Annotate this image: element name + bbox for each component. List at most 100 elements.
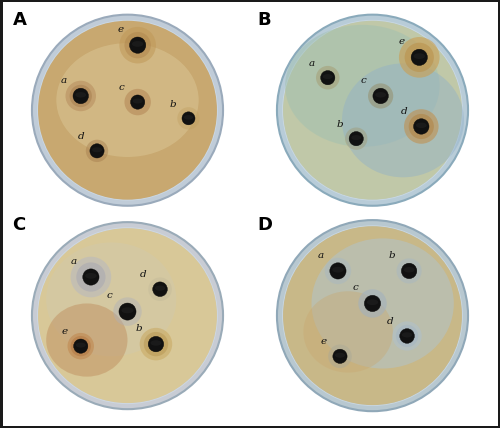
Ellipse shape (364, 295, 380, 312)
Ellipse shape (342, 63, 464, 177)
Ellipse shape (70, 336, 91, 356)
Ellipse shape (66, 81, 96, 111)
Ellipse shape (277, 15, 468, 206)
Text: d: d (140, 270, 147, 279)
Text: a: a (318, 251, 324, 260)
Text: e: e (118, 25, 124, 34)
Ellipse shape (32, 222, 223, 409)
Ellipse shape (32, 15, 223, 206)
Ellipse shape (155, 285, 165, 291)
Ellipse shape (85, 273, 96, 279)
Ellipse shape (408, 114, 434, 139)
Ellipse shape (332, 267, 344, 273)
Ellipse shape (416, 122, 426, 128)
Ellipse shape (396, 325, 418, 347)
Ellipse shape (68, 333, 94, 360)
Text: b: b (336, 119, 344, 128)
Ellipse shape (312, 238, 454, 369)
Ellipse shape (76, 92, 86, 98)
Text: c: c (361, 76, 366, 85)
Ellipse shape (373, 88, 388, 104)
Ellipse shape (368, 83, 393, 109)
Ellipse shape (114, 297, 141, 326)
Ellipse shape (178, 107, 200, 130)
Ellipse shape (76, 262, 106, 291)
Ellipse shape (367, 300, 378, 305)
Ellipse shape (46, 242, 176, 356)
Ellipse shape (349, 131, 364, 146)
Ellipse shape (411, 49, 428, 65)
Ellipse shape (92, 147, 102, 152)
Ellipse shape (404, 267, 414, 273)
Ellipse shape (144, 332, 168, 356)
Ellipse shape (132, 41, 143, 47)
Text: C: C (12, 216, 26, 234)
Ellipse shape (148, 336, 164, 352)
Ellipse shape (323, 74, 333, 79)
Text: d: d (401, 107, 407, 116)
Text: b: b (136, 324, 142, 333)
Text: c: c (118, 83, 124, 92)
Ellipse shape (73, 88, 88, 104)
Ellipse shape (86, 140, 108, 162)
Text: B: B (258, 11, 271, 29)
Text: A: A (12, 11, 26, 29)
Text: e: e (62, 327, 68, 336)
Text: d: d (78, 132, 84, 141)
Ellipse shape (38, 228, 217, 403)
Ellipse shape (182, 112, 195, 125)
Ellipse shape (140, 328, 172, 360)
Ellipse shape (400, 329, 414, 343)
Ellipse shape (345, 128, 368, 150)
Ellipse shape (124, 89, 151, 115)
Ellipse shape (120, 27, 156, 63)
Ellipse shape (402, 332, 412, 337)
Text: b: b (389, 251, 396, 260)
Ellipse shape (396, 259, 421, 283)
Ellipse shape (283, 226, 462, 405)
Ellipse shape (152, 282, 168, 297)
Ellipse shape (282, 226, 463, 405)
Text: a: a (70, 257, 76, 266)
Text: a: a (61, 76, 67, 85)
Ellipse shape (358, 289, 386, 318)
Ellipse shape (399, 37, 440, 78)
Ellipse shape (333, 349, 347, 363)
Ellipse shape (328, 345, 352, 368)
Ellipse shape (285, 25, 440, 147)
Ellipse shape (283, 21, 462, 199)
Ellipse shape (83, 269, 99, 285)
Ellipse shape (282, 21, 463, 200)
Text: e: e (399, 37, 405, 46)
Ellipse shape (324, 258, 351, 284)
Ellipse shape (130, 95, 145, 109)
Ellipse shape (330, 263, 346, 279)
Ellipse shape (76, 342, 86, 348)
Ellipse shape (90, 144, 104, 158)
Text: D: D (258, 216, 272, 234)
Ellipse shape (74, 339, 88, 353)
Ellipse shape (277, 220, 468, 411)
Ellipse shape (122, 307, 134, 313)
Ellipse shape (38, 228, 218, 404)
Text: e: e (320, 337, 327, 346)
Ellipse shape (119, 303, 136, 320)
Ellipse shape (304, 291, 393, 372)
Ellipse shape (392, 321, 422, 351)
Ellipse shape (70, 85, 92, 107)
Text: a: a (308, 59, 314, 68)
Ellipse shape (316, 66, 340, 89)
Ellipse shape (132, 98, 142, 104)
Ellipse shape (46, 303, 128, 377)
Ellipse shape (150, 340, 162, 346)
Ellipse shape (70, 257, 111, 297)
Ellipse shape (404, 43, 434, 72)
Ellipse shape (124, 32, 151, 58)
Ellipse shape (56, 43, 199, 157)
Ellipse shape (414, 119, 429, 134)
Text: c: c (352, 283, 358, 292)
Ellipse shape (38, 21, 217, 199)
Ellipse shape (320, 71, 335, 85)
Ellipse shape (402, 263, 417, 279)
Ellipse shape (38, 21, 218, 200)
